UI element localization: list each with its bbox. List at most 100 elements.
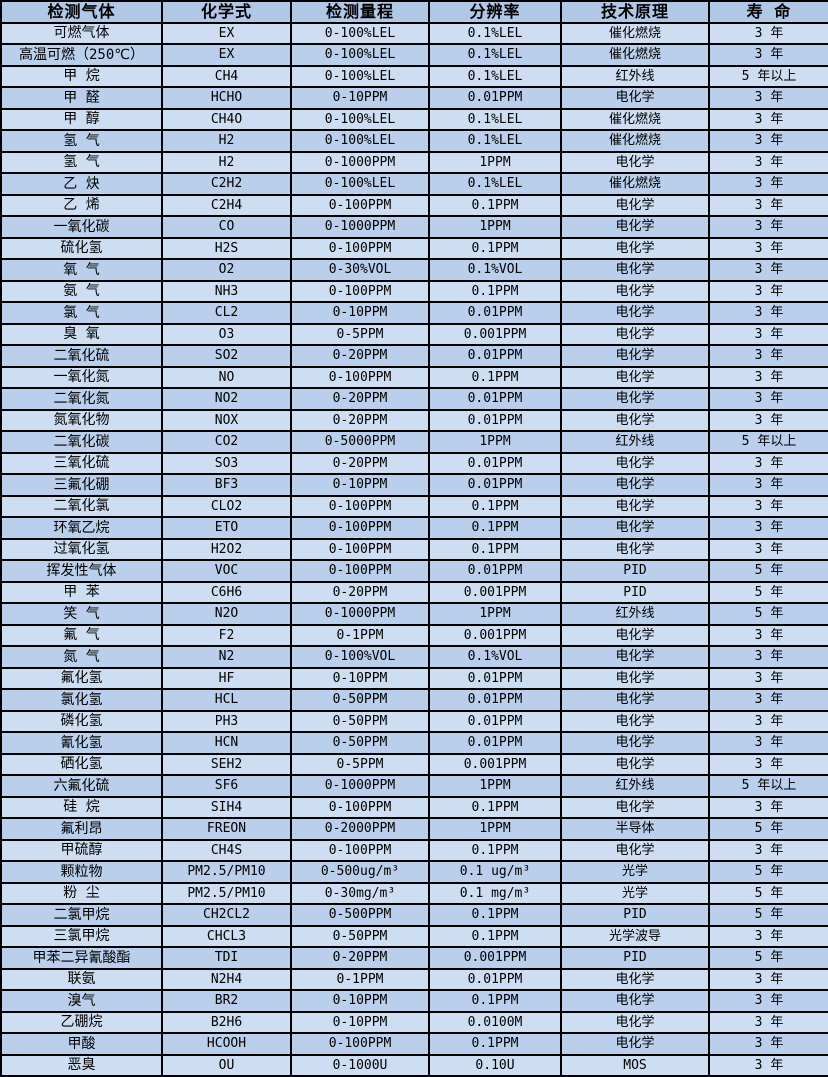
cell-principle: 电化学 — [560, 258, 710, 282]
cell-range: 0-1PPM — [290, 623, 430, 647]
cell-resolution: 0.01PPM — [428, 408, 562, 432]
cell-resolution: 0.1%LEL — [428, 172, 562, 196]
cell-gas-name: 粉 尘 — [0, 881, 163, 905]
cell-range: 0-50PPM — [290, 688, 430, 712]
table-row: 甲硫醇 CH4S 0-100PPM 0.1PPM 电化学 3 年 — [0, 838, 828, 862]
table-row: 甲苯二异氰酸酯 TDI 0-20PPM 0.001PPM PID 5 年 — [0, 946, 828, 970]
cell-principle: 电化学 — [560, 86, 710, 110]
cell-range: 0-100%LEL — [290, 43, 430, 67]
cell-formula: NOX — [161, 408, 292, 432]
cell-formula: CH4 — [161, 64, 292, 88]
cell-lifespan: 5 年 — [708, 903, 828, 927]
cell-principle: 电化学 — [560, 236, 710, 260]
cell-lifespan: 3 年 — [708, 494, 828, 518]
cell-formula: CH4O — [161, 107, 292, 131]
cell-formula: HF — [161, 666, 292, 690]
cell-formula: EX — [161, 21, 292, 45]
cell-gas-name: 氨 气 — [0, 279, 163, 303]
table-row: 氨 气 NH3 0-100PPM 0.1PPM 电化学 3 年 — [0, 279, 828, 303]
cell-principle: 电化学 — [560, 1010, 710, 1034]
cell-range: 0-100PPM — [290, 838, 430, 862]
cell-lifespan: 3 年 — [708, 967, 828, 991]
cell-gas-name: 笑 气 — [0, 602, 163, 626]
cell-formula: O2 — [161, 258, 292, 282]
cell-range: 0-100%LEL — [290, 21, 430, 45]
column-header-formula: 化学式 — [161, 0, 292, 24]
table-row: 三氟化硼 BF3 0-10PPM 0.01PPM 电化学 3 年 — [0, 473, 828, 497]
cell-lifespan: 5 年以上 — [708, 430, 828, 454]
table-row: 三氧化硫 SO3 0-20PPM 0.01PPM 电化学 3 年 — [0, 451, 828, 475]
cell-resolution: 0.01PPM — [428, 731, 562, 755]
cell-gas-name: 氮 气 — [0, 645, 163, 669]
cell-formula: N2O — [161, 602, 292, 626]
cell-formula: PH3 — [161, 709, 292, 733]
cell-formula: ETO — [161, 516, 292, 540]
cell-gas-name: 甲 醛 — [0, 86, 163, 110]
cell-formula: OU — [161, 1053, 292, 1077]
cell-range: 0-20PPM — [290, 387, 430, 411]
cell-principle: 电化学 — [560, 387, 710, 411]
cell-principle: 电化学 — [560, 322, 710, 346]
cell-lifespan: 3 年 — [708, 107, 828, 131]
cell-range: 0-30%VOL — [290, 258, 430, 282]
cell-range: 0-10PPM — [290, 666, 430, 690]
cell-resolution: 1PPM — [428, 602, 562, 626]
table-row: 二氯甲烷 CH2CL2 0-500PPM 0.1PPM PID 5 年 — [0, 903, 828, 927]
cell-principle: 电化学 — [560, 731, 710, 755]
table-row: 氯化氢 HCL 0-50PPM 0.01PPM 电化学 3 年 — [0, 688, 828, 712]
cell-formula: F2 — [161, 623, 292, 647]
table-row: 氰化氢 HCN 0-50PPM 0.01PPM 电化学 3 年 — [0, 731, 828, 755]
cell-resolution: 1PPM — [428, 430, 562, 454]
cell-range: 0-5PPM — [290, 322, 430, 346]
cell-lifespan: 3 年 — [708, 473, 828, 497]
cell-resolution: 0.1PPM — [428, 989, 562, 1013]
cell-resolution: 0.01PPM — [428, 86, 562, 110]
cell-resolution: 0.01PPM — [428, 688, 562, 712]
cell-gas-name: 磷化氢 — [0, 709, 163, 733]
cell-lifespan: 3 年 — [708, 752, 828, 776]
cell-range: 0-100PPM — [290, 365, 430, 389]
cell-resolution: 0.10U — [428, 1053, 562, 1077]
cell-gas-name: 三氯甲烷 — [0, 924, 163, 948]
cell-principle: 电化学 — [560, 752, 710, 776]
cell-formula: NO — [161, 365, 292, 389]
column-header-range: 检测量程 — [290, 0, 430, 24]
cell-resolution: 0.001PPM — [428, 580, 562, 604]
cell-range: 0-100PPM — [290, 193, 430, 217]
cell-gas-name: 氟化氢 — [0, 666, 163, 690]
cell-principle: 电化学 — [560, 645, 710, 669]
cell-range: 0-10PPM — [290, 473, 430, 497]
cell-gas-name: 甲 醇 — [0, 107, 163, 131]
table-row: 氟 气 F2 0-1PPM 0.001PPM 电化学 3 年 — [0, 623, 828, 647]
cell-formula: FREON — [161, 817, 292, 841]
cell-principle: 半导体 — [560, 817, 710, 841]
cell-formula: HCN — [161, 731, 292, 755]
cell-lifespan: 3 年 — [708, 666, 828, 690]
cell-range: 0-100PPM — [290, 494, 430, 518]
cell-lifespan: 3 年 — [708, 129, 828, 153]
cell-principle: 光学 — [560, 860, 710, 884]
cell-formula: N2 — [161, 645, 292, 669]
cell-formula: BF3 — [161, 473, 292, 497]
table-row: 颗粒物 PM2.5/PM10 0-500ug/m³ 0.1 ug/m³ 光学 5 年 — [0, 860, 828, 884]
cell-gas-name: 三氟化硼 — [0, 473, 163, 497]
table-row: 甲 烷 CH4 0-100%LEL 0.1%LEL 红外线 5 年以上 — [0, 64, 828, 88]
cell-resolution: 1PPM — [428, 774, 562, 798]
cell-formula: B2H6 — [161, 1010, 292, 1034]
cell-resolution: 0.1%LEL — [428, 21, 562, 45]
cell-lifespan: 3 年 — [708, 408, 828, 432]
table-row: 过氧化氢 H2O2 0-100PPM 0.1PPM 电化学 3 年 — [0, 537, 828, 561]
cell-resolution: 0.001PPM — [428, 946, 562, 970]
cell-lifespan: 3 年 — [708, 709, 828, 733]
cell-resolution: 1PPM — [428, 150, 562, 174]
cell-resolution: 0.1PPM — [428, 1032, 562, 1056]
cell-gas-name: 氧 气 — [0, 258, 163, 282]
cell-range: 0-20PPM — [290, 344, 430, 368]
cell-formula: CL2 — [161, 301, 292, 325]
cell-gas-name: 甲 烷 — [0, 64, 163, 88]
column-header-lifespan: 寿 命 — [708, 0, 828, 24]
table-row: 联氨 N2H4 0-1PPM 0.01PPM 电化学 3 年 — [0, 967, 828, 991]
cell-range: 0-50PPM — [290, 731, 430, 755]
cell-resolution: 0.1%LEL — [428, 64, 562, 88]
